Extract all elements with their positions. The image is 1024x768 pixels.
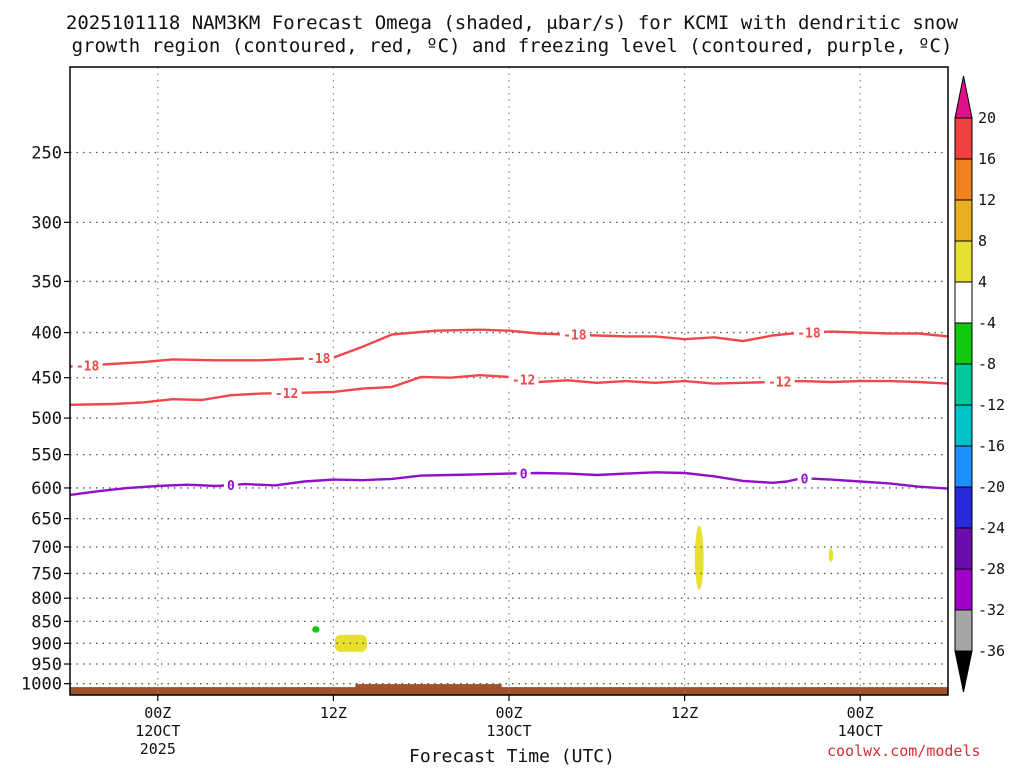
colorbar-box (954, 527, 973, 570)
colorbar-box (954, 117, 973, 160)
chart-title-line-2: growth region (contoured, red, ºC) and f… (71, 35, 953, 57)
y-tick-label: 850 (31, 612, 62, 632)
contour-label-bg (516, 465, 531, 482)
y-tick-label: 700 (31, 538, 62, 558)
colorbar-label: -28 (978, 560, 1005, 578)
colorbar-box (954, 609, 973, 652)
colorbar-box (954, 322, 973, 365)
omega-shade-2 (828, 548, 834, 562)
contour-label-bg (559, 326, 590, 343)
contour-label-bg (303, 350, 334, 367)
colorbar-label: -24 (978, 519, 1005, 537)
y-tick-label: 650 (31, 510, 62, 530)
chart-title-line-1: 2025101118 NAM3KM Forecast Omega (shaded… (65, 12, 959, 34)
x-tick-label: 00Z (144, 704, 171, 722)
colorbar-box (954, 363, 973, 406)
x-tick-label: 00Z (847, 704, 874, 722)
colorbar-label: -32 (978, 601, 1005, 619)
y-tick-label: 450 (31, 369, 62, 389)
contour-label: 0 (801, 472, 809, 487)
contour-label: -12 (512, 373, 535, 388)
colorbar-label: -12 (978, 396, 1005, 414)
y-tick-label: 800 (31, 589, 62, 609)
contour-label: 0 (520, 467, 528, 482)
colorbar-label: 8 (978, 232, 987, 250)
y-tick-label: 350 (31, 272, 62, 292)
colorbar-box (954, 158, 973, 201)
x-tick-label: 12Z (320, 704, 347, 722)
x-tick-label: 00Z (495, 704, 522, 722)
colorbar-label: -8 (978, 355, 996, 373)
colorbar: 20 16 12 8 4 -4 -8 -12 -16 -20 -24 -28 -32 -36 (954, 75, 1005, 693)
colorbar-box (954, 404, 973, 447)
colorbar-box (954, 240, 973, 283)
contour-label-bg (223, 477, 238, 494)
credit-text: coolwx.com/models (827, 742, 981, 760)
contour-label-bg (797, 470, 812, 487)
contour-label: 0 (227, 479, 235, 494)
y-tick-label: 600 (31, 479, 62, 499)
plot-area: -18 -18 -18 -18 -12 -12 -12 0 0 0 (70, 67, 948, 695)
colorbar-box (954, 281, 973, 324)
colorbar-label: 20 (978, 109, 996, 127)
contour-label: -18 (563, 329, 587, 344)
colorbar-box (954, 568, 973, 611)
colorbar-box (954, 199, 973, 242)
colorbar-box (954, 445, 973, 488)
contour-label: -18 (797, 326, 821, 341)
contour-label: -18 (76, 359, 100, 374)
x-axis-label: Forecast Time (UTC) (409, 746, 615, 767)
contour-label-bg (764, 373, 795, 390)
y-tick-label: 400 (31, 324, 62, 344)
colorbar-box (954, 486, 973, 529)
contour-label-bg (793, 324, 824, 341)
colorbar-label: 12 (978, 191, 996, 209)
x-tick-label: 14OCT (838, 722, 883, 740)
colorbar-label: -16 (978, 437, 1005, 455)
y-tick-label: 1000 (21, 675, 62, 695)
colorbar-extend-low (954, 650, 973, 693)
colorbar-label: -4 (978, 314, 996, 332)
terrain-ridge (355, 684, 502, 689)
y-tick-label: 300 (31, 213, 62, 233)
contour-label: -12 (768, 376, 791, 391)
y-tick-label: 900 (31, 634, 62, 654)
colorbar-extend-high (954, 75, 973, 119)
y-tick-label: 500 (31, 409, 62, 429)
x-tick-label: 12OCT (135, 722, 180, 740)
x-tick-label: 13OCT (486, 722, 531, 740)
x-tick-label: 12Z (671, 704, 698, 722)
y-tick-label: 250 (31, 143, 62, 163)
contour-label: -12 (275, 387, 298, 402)
x-tick-label: 2025 (140, 740, 176, 758)
contour-label-bg (271, 385, 302, 402)
contour-label: -18 (307, 352, 331, 367)
omega-shade-1 (694, 525, 704, 590)
y-tick-label: 750 (31, 564, 62, 584)
colorbar-label: -36 (978, 642, 1005, 660)
y-tick-label: 550 (31, 446, 62, 466)
colorbar-label: 4 (978, 273, 987, 291)
omega-shade-3 (312, 626, 320, 633)
colorbar-label: 16 (978, 150, 996, 168)
contour-label-bg (72, 357, 103, 374)
y-tick-label: 950 (31, 655, 62, 675)
contour-label-bg (508, 371, 539, 388)
colorbar-label: -20 (978, 478, 1005, 496)
